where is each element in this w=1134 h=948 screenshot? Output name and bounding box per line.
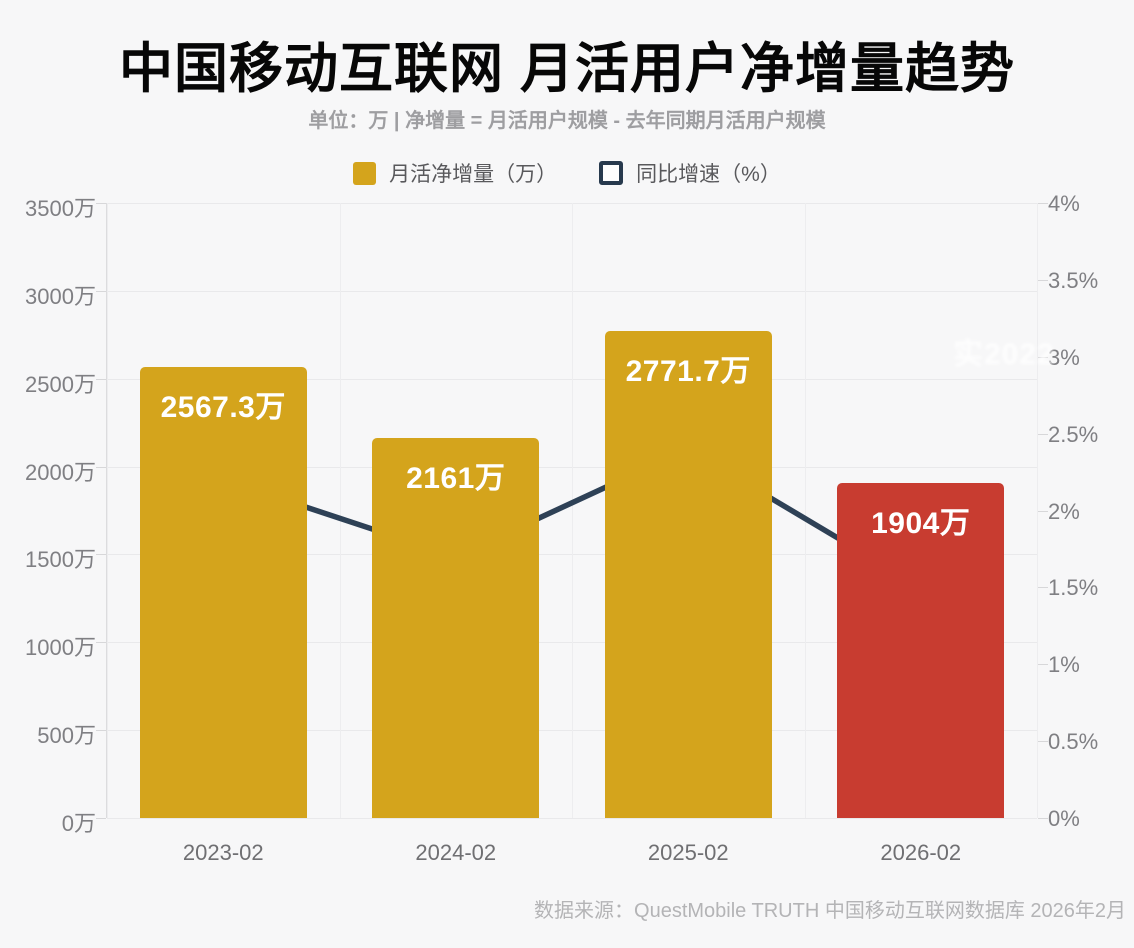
left-axis-tick: [96, 466, 106, 468]
bar-2023-02[interactable]: 2567.3万: [139, 366, 307, 818]
left-axis-tick: [96, 642, 106, 644]
left-axis-tick: [96, 203, 106, 204]
right-axis-tick: [1038, 664, 1048, 666]
right-axis-label: 2%: [1048, 498, 1080, 524]
right-axis-tick: [1038, 203, 1048, 204]
left-axis-label: 0万: [61, 811, 96, 836]
bar-value-label: 2567.3万: [160, 390, 286, 424]
chart-subtitle: 单位：万 | 净增量 = 月活用户规模 - 去年同期月活用户规模: [308, 110, 826, 132]
gridline: [107, 818, 1037, 819]
left-axis-tick: [96, 818, 106, 819]
left-axis-label: 500万: [37, 723, 96, 749]
legend-label: 同比增速（%）: [636, 163, 781, 186]
left-axis-label: 1000万: [25, 635, 96, 661]
vertical-gridline: [1037, 203, 1038, 818]
right-axis-label: 0%: [1048, 806, 1080, 831]
left-axis-tick: [96, 554, 106, 556]
right-axis-label: 0.5%: [1048, 729, 1099, 755]
left-axis-label: 2500万: [25, 371, 96, 397]
x-axis-label-2025-02: 2025-02: [647, 840, 729, 865]
vertical-gridline: [804, 203, 806, 818]
x-axis-label-2024-02: 2024-02: [415, 840, 497, 865]
chart-title: 中国移动互联网 月活用户净增量趋势: [118, 39, 1015, 99]
left-axis-label: 1500万: [25, 547, 96, 573]
legend-item-yoy-growth[interactable]: 同比增速（%）: [599, 158, 781, 188]
left-axis-tick: [96, 730, 106, 732]
left-axis-line: [106, 203, 107, 818]
right-axis-label: 3%: [1048, 344, 1080, 370]
right-axis-label: 3.5%: [1048, 267, 1099, 293]
left-axis-label: 3500万: [25, 196, 96, 221]
data-source-note: 数据来源：QuestMobile TRUTH 中国移动互联网数据库 2026年2…: [534, 900, 1126, 922]
vertical-gridline: [572, 203, 573, 818]
left-axis-label: 2000万: [25, 459, 96, 485]
legend-item-net-increase[interactable]: 月活净增量（万）: [353, 158, 557, 188]
right-axis-tick: [1038, 279, 1048, 281]
right-axis-tick: [1038, 818, 1048, 819]
vertical-gridline: [107, 203, 108, 818]
vertical-gridline: [339, 203, 341, 818]
right-axis-tick: [1038, 741, 1048, 743]
plot-area: 2567.3万 2161万 2771.7万 1904万: [96, 203, 1048, 819]
growth-rate-line: [220, 446, 924, 591]
left-axis-tick: [96, 290, 106, 292]
bar-value-label: 2161万: [406, 462, 506, 496]
legend-label: 月活净增量（万）: [389, 163, 558, 186]
left-axis-label: 3000万: [25, 283, 96, 309]
chart-legend: 月活净增量（万） 同比增速（%）: [0, 158, 1134, 188]
x-axis-label-2026-02: 2026-02: [880, 840, 962, 865]
bar-value-label: 2771.7万: [625, 354, 751, 388]
right-axis-tick: [1038, 356, 1048, 358]
right-axis-tick: [1038, 433, 1048, 435]
right-axis-label: 1.5%: [1048, 575, 1099, 601]
right-axis-label: 1%: [1048, 652, 1080, 678]
right-axis-label: 4%: [1048, 191, 1080, 216]
line-series-swatch-icon: [599, 161, 624, 185]
right-axis-tick: [1038, 510, 1048, 512]
x-axis-label-2023-02: 2023-02: [182, 840, 264, 865]
bar-value-label: 1904万: [871, 507, 971, 541]
bar-2026-02[interactable]: 1904万: [837, 483, 1005, 818]
bar-2024-02[interactable]: 2161万: [372, 438, 540, 818]
right-axis-label: 2.5%: [1048, 421, 1099, 447]
growth-rate-line-layer: [220, 446, 924, 591]
bar-2025-02[interactable]: 2771.7万: [604, 330, 772, 818]
left-axis-tick: [96, 378, 106, 380]
bar-series-swatch-icon: [353, 161, 377, 185]
right-axis-tick: [1038, 587, 1048, 589]
